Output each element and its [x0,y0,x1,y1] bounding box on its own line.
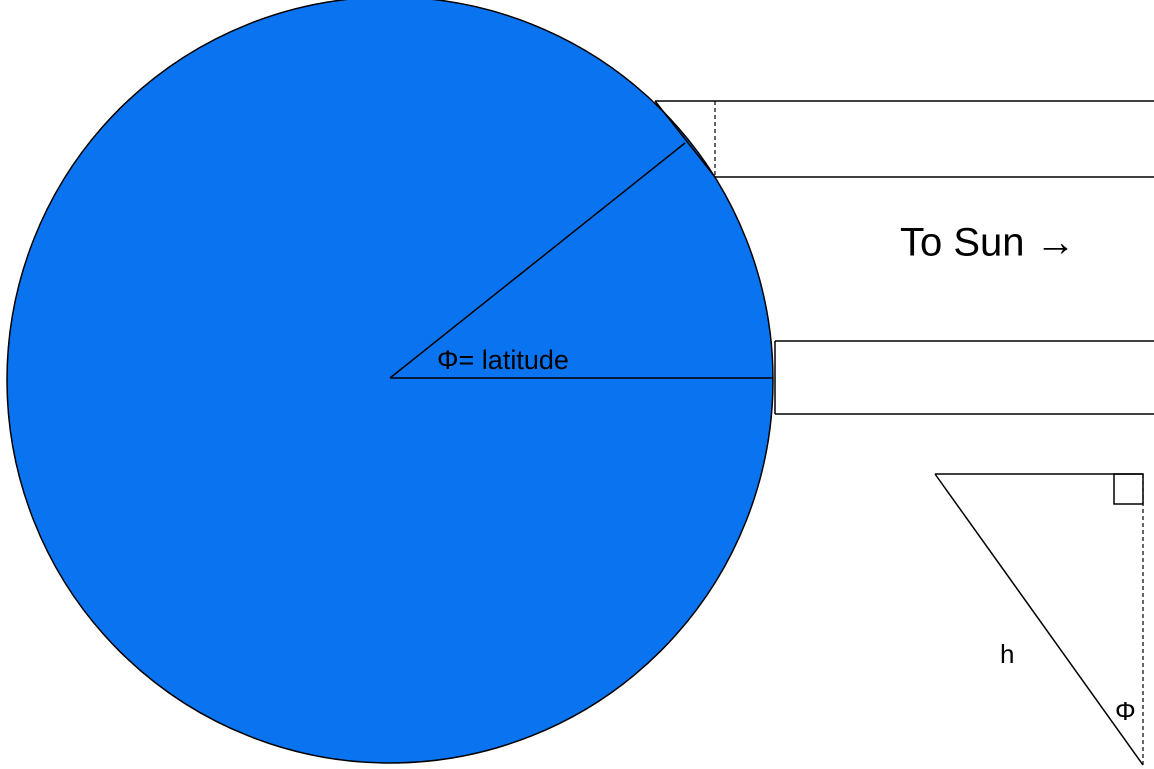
angle-label: Φ [1115,696,1136,726]
hypotenuse-label: h [1000,639,1014,669]
sun-label: To Sun → [900,221,1076,265]
triangle-hypotenuse [935,474,1143,765]
latitude-label: Φ= latitude [437,345,569,375]
earth [7,0,773,763]
page: Φ= latitude To Sun → h Φ (() => { const … [0,0,1154,769]
right-angle-mark [1114,474,1143,504]
diagram: Φ= latitude To Sun → h Φ [0,0,1154,769]
